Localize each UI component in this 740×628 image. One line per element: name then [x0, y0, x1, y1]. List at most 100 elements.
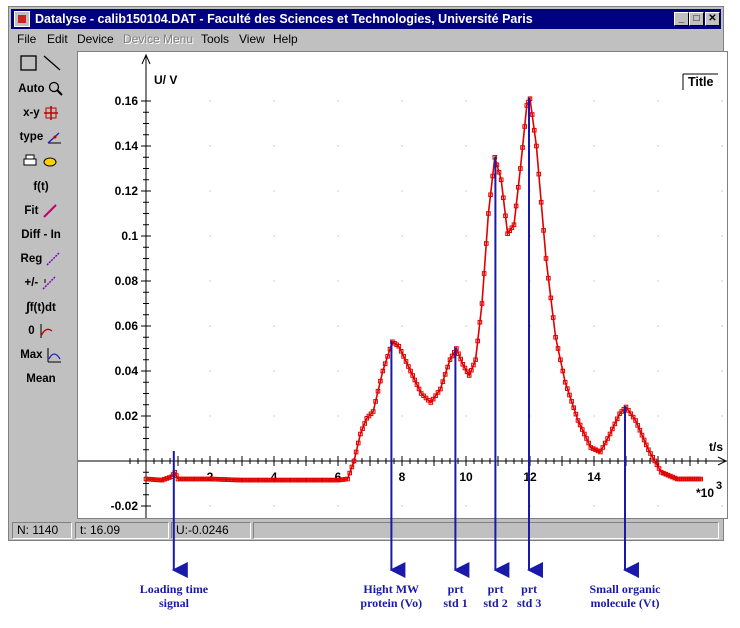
chromatogram-chart[interactable]: 2 4 6 8 10 12 14-0.020.020.040.060.080.10.120.…	[78, 52, 727, 518]
minimize-button[interactable]: _	[674, 12, 689, 26]
zero-label: 0	[28, 325, 35, 337]
plot-area[interactable]: 2 4 6 8 10 12 14 -0.02 0.02 0.04 0.06 0.08 0.1 0.12 0.…	[77, 51, 728, 519]
data-point	[408, 368, 413, 374]
y-tick-label: -0.02	[111, 499, 139, 513]
y-tick-label: 0.16	[115, 94, 139, 108]
xy-button[interactable]: x-y	[15, 103, 67, 123]
data-point	[612, 421, 618, 427]
annotation-label: Hight MW protein (Vo)	[360, 582, 422, 610]
function-button[interactable]: f(t)	[33, 181, 49, 193]
print-open-group	[15, 151, 67, 171]
data-point	[531, 127, 537, 133]
data-series-line	[145, 95, 703, 481]
data-point	[577, 422, 583, 428]
y-tick-label: 0.06	[115, 319, 139, 333]
y-tick-label: 0.04	[115, 364, 139, 378]
grid-dot	[529, 190, 531, 192]
grid-dot	[337, 325, 339, 327]
data-point	[398, 349, 404, 354]
data-point	[571, 405, 577, 411]
diff-in-button[interactable]: Diff - In	[21, 229, 61, 241]
grid-dot	[529, 235, 531, 237]
data-point	[628, 411, 634, 417]
grid-dot	[721, 100, 723, 102]
type-button[interactable]: type	[15, 127, 67, 147]
data-point	[473, 357, 478, 363]
menu-file[interactable]: File	[17, 32, 37, 46]
data-point	[503, 213, 508, 219]
zero-button[interactable]: 0	[15, 321, 67, 341]
data-point	[440, 379, 446, 384]
menu-edit[interactable]: Edit	[47, 32, 68, 46]
maximize-button[interactable]: □	[689, 12, 704, 26]
title-bar[interactable]: Datalyse - calib150104.DAT - Faculté des…	[11, 9, 721, 29]
reg-button[interactable]: Reg	[15, 249, 67, 269]
grid-dot	[465, 415, 467, 417]
data-point	[351, 458, 357, 464]
data-point	[602, 440, 608, 446]
data-point	[607, 431, 613, 437]
mean-button[interactable]: Mean	[26, 373, 56, 385]
data-point	[548, 295, 554, 301]
menu-device[interactable]: Device	[77, 32, 114, 46]
plus-minus-button[interactable]: +/-	[15, 273, 67, 293]
grid-dot	[337, 190, 339, 192]
annotation-line: std 1	[443, 596, 468, 610]
grid-dot	[593, 370, 595, 372]
grid-dot	[401, 100, 403, 102]
menu-tools[interactable]: Tools	[201, 32, 230, 46]
grid-dot	[529, 145, 531, 147]
menu-device-menu[interactable]: Device Menu	[123, 32, 194, 46]
app-window: Datalyse - calib150104.DAT - Faculté des…	[8, 6, 728, 541]
data-point	[595, 448, 601, 454]
max-label: Max	[20, 349, 43, 361]
grid-dot	[209, 325, 211, 327]
grid-dot	[593, 325, 595, 327]
data-point	[382, 361, 388, 366]
data-point	[573, 411, 579, 417]
integral-button[interactable]: ∫f(t)dt	[15, 297, 67, 317]
max-button[interactable]: Max	[15, 345, 67, 365]
data-point	[637, 427, 643, 433]
y-tick-label: 0.14	[115, 139, 139, 153]
rectangle-icon[interactable]	[19, 54, 63, 72]
data-point	[401, 354, 406, 359]
grid-dot	[209, 280, 211, 282]
data-point	[435, 390, 441, 395]
grid-dot	[657, 145, 659, 147]
data-point	[162, 476, 167, 482]
data-point	[501, 195, 506, 201]
grid-dot	[273, 145, 275, 147]
title-button[interactable]: Title	[682, 73, 718, 90]
close-button[interactable]: ✕	[705, 12, 720, 26]
app-icon[interactable]	[14, 11, 30, 27]
y-tick-label: 0.1	[121, 229, 138, 243]
auto-zoom-button[interactable]: Auto	[15, 79, 67, 99]
zero-line-icon	[40, 323, 53, 338]
data-point	[445, 364, 450, 370]
data-point	[584, 436, 589, 441]
data-point	[416, 386, 422, 392]
data-point	[358, 431, 363, 437]
menu-view[interactable]: View	[239, 32, 265, 46]
data-point	[605, 436, 610, 441]
grid-dot	[657, 370, 659, 372]
annotation-line: prt	[447, 582, 464, 596]
data-point	[355, 440, 361, 446]
menu-help[interactable]: Help	[273, 32, 298, 46]
x-tick-label: 8	[399, 470, 406, 484]
grid-dot	[465, 145, 467, 147]
data-point	[385, 354, 390, 359]
data-point	[466, 373, 472, 378]
data-point	[626, 408, 631, 413]
grid-dot	[401, 325, 403, 327]
data-point	[641, 437, 647, 443]
data-point	[342, 476, 348, 482]
fit-button[interactable]: Fit	[15, 201, 67, 221]
data-point	[428, 400, 434, 405]
data-point	[347, 470, 353, 476]
grid-dot	[273, 280, 275, 282]
printer-icon[interactable]	[21, 153, 61, 169]
data-point	[567, 392, 572, 398]
data-point	[610, 426, 615, 432]
